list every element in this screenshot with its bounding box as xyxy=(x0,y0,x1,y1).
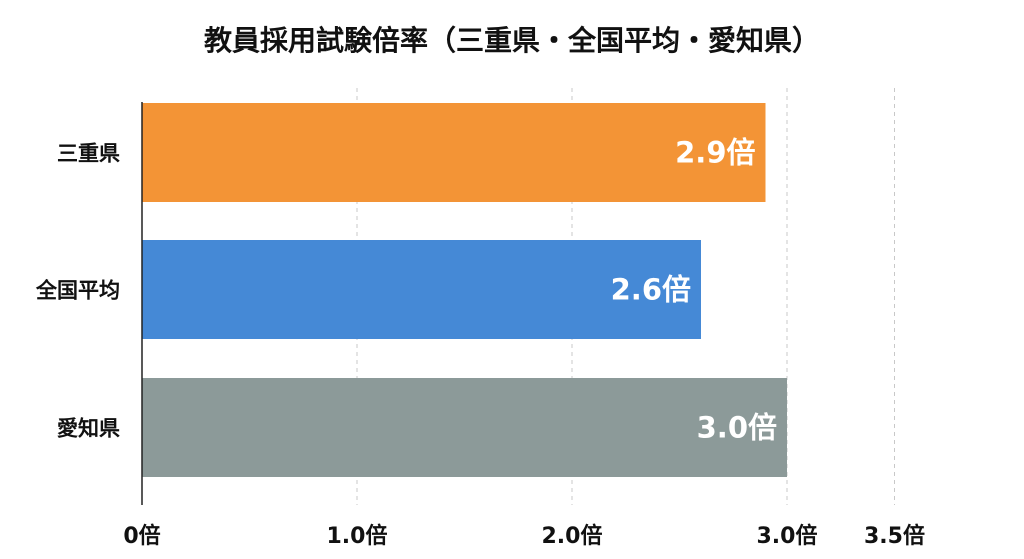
data-label: 3.0倍 xyxy=(697,411,777,445)
data-label: 2.6倍 xyxy=(611,273,691,307)
chart-title: 教員採用試験倍率（三重県・全国平均・愛知県） xyxy=(204,24,820,57)
x-tick-label: 2.0倍 xyxy=(542,523,603,549)
bar xyxy=(142,378,787,477)
data-label: 2.9倍 xyxy=(675,136,755,170)
bar xyxy=(142,240,701,339)
category-label: 愛知県 xyxy=(57,417,120,441)
x-tick-label: 3.0倍 xyxy=(757,523,818,549)
category-label: 三重県 xyxy=(57,142,120,166)
category-label: 全国平均 xyxy=(35,279,120,303)
x-tick-label: 3.5倍 xyxy=(864,523,925,549)
x-tick-label: 0倍 xyxy=(123,523,160,549)
x-tick-labels: 0倍 1.0倍 2.0倍 3.0倍 3.5倍 xyxy=(123,523,925,549)
bars: 2.9倍 2.6倍 3.0倍 xyxy=(142,103,787,477)
x-tick-label: 1.0倍 xyxy=(327,523,388,549)
bar xyxy=(142,103,766,202)
